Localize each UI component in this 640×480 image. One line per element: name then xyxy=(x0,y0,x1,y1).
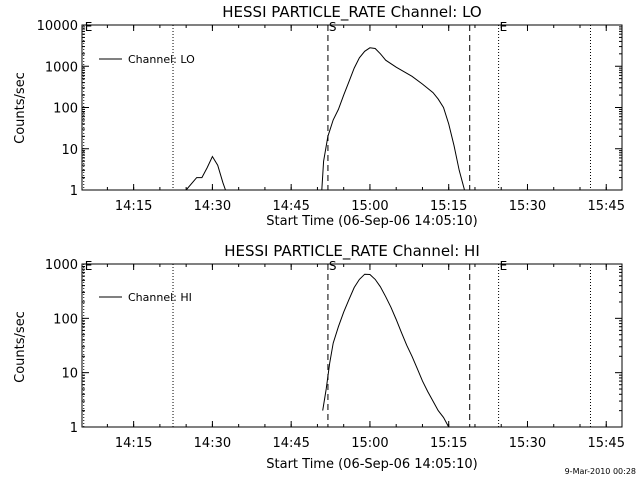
chart-panel-hi: HESSI PARTICLE_RATE Channel: HI Counts/s… xyxy=(13,242,625,472)
legend: Channel: HI xyxy=(99,291,192,304)
x-tick-label: 14:15 xyxy=(115,199,152,214)
y-tick-label: 100 xyxy=(53,102,78,117)
x-tick-label: 15:15 xyxy=(430,436,467,451)
chart-title: HESSI PARTICLE_RATE Channel: LO xyxy=(222,3,481,22)
time-marker-label: E xyxy=(500,259,508,273)
time-marker-label: E xyxy=(500,20,508,34)
x-axis-label: Start Time (06-Sep-06 14:05:10) xyxy=(266,214,477,229)
series-line xyxy=(185,47,465,191)
x-tick-label: 14:45 xyxy=(272,199,309,214)
time-marker-label: E xyxy=(85,20,93,34)
x-tick-label: 14:15 xyxy=(115,436,152,451)
chart-title: HESSI PARTICLE_RATE Channel: HI xyxy=(224,242,480,261)
x-tick-label: 15:00 xyxy=(351,436,388,451)
y-tick-label: 10 xyxy=(61,143,78,158)
x-tick-label: 15:00 xyxy=(351,199,388,214)
chart-panel-lo: HESSI PARTICLE_RATE Channel: LO Counts/s… xyxy=(13,3,625,229)
plot-frame xyxy=(81,263,623,428)
x-tick-label: 15:30 xyxy=(509,436,546,451)
time-marker-label: S xyxy=(329,259,337,273)
x-tick-label: 15:15 xyxy=(430,199,467,214)
y-tick-label: 1000 xyxy=(45,258,78,273)
y-axis-label: Counts/sec xyxy=(13,72,28,144)
x-tick-label: 15:45 xyxy=(588,199,625,214)
timestamp: 9-Mar-2010 00:28 xyxy=(565,467,636,476)
x-tick-label: 14:45 xyxy=(272,436,309,451)
time-marker-label: S xyxy=(329,20,337,34)
x-tick-label: 15:30 xyxy=(509,199,546,214)
x-tick-label: 14:30 xyxy=(194,436,231,451)
y-tick-label: 1 xyxy=(70,184,78,199)
y-tick-label: 1 xyxy=(70,421,78,436)
x-tick-label: 14:30 xyxy=(194,199,231,214)
legend: Channel: LO xyxy=(99,53,195,66)
time-marker-label: E xyxy=(85,259,93,273)
y-tick-label: 100 xyxy=(53,312,78,327)
series-line xyxy=(322,273,450,428)
legend-entry: Channel: LO xyxy=(128,53,195,66)
y-tick-label: 1000 xyxy=(45,60,78,75)
y-tick-label: 10000 xyxy=(37,19,78,34)
x-axis-label: Start Time (06-Sep-06 14:05:10) xyxy=(266,457,477,472)
x-tick-label: 15:45 xyxy=(588,436,625,451)
y-axis-label: Counts/sec xyxy=(13,311,28,383)
y-tick-label: 10 xyxy=(61,367,78,382)
legend-entry: Channel: HI xyxy=(128,291,192,304)
